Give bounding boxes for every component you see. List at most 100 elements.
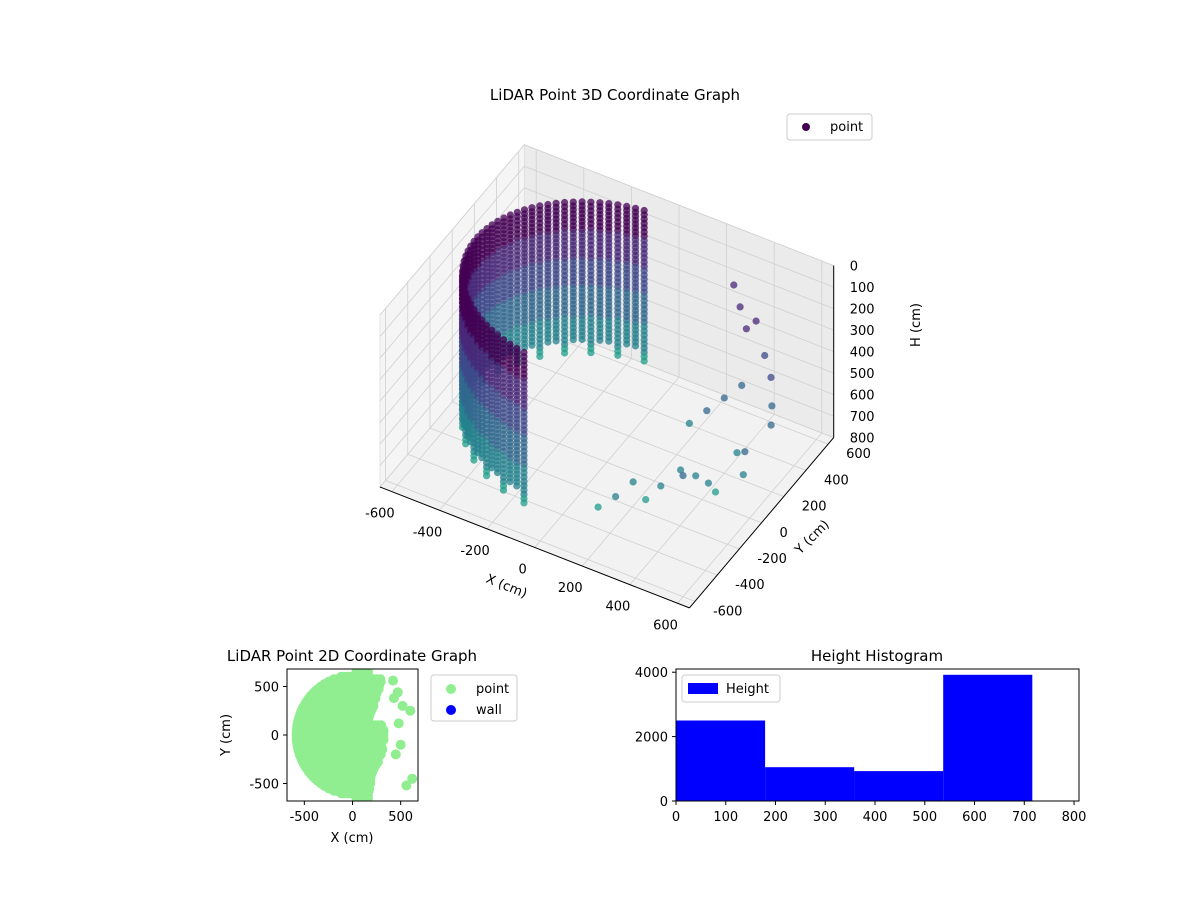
chart3d-point [483,472,491,480]
chart3d-point [594,503,602,511]
lidar-2d-chart: LiDAR Point 2D Coordinate Graph -500 0 500… [219,647,518,846]
chart3d-point [631,342,640,350]
chart2d-ytick-label: 500 [254,680,279,695]
chart3d-ztick-label: 800 [850,432,875,447]
chart2d-xlabel: X (cm) [331,831,374,846]
histogram-xtick-label: 300 [813,810,838,825]
chart3d-gridline [524,165,834,288]
histogram-xtick-label: 700 [1012,810,1037,825]
chart3d-point [741,448,749,456]
chart2d-point [388,675,398,686]
lidar-3d-chart: LiDAR Point 3D Coordinate Graph -600 -400… [365,86,924,633]
chart3d-legend-label: point [830,120,863,135]
chart3d-gridline [629,414,775,585]
chart3d-gridline [677,432,823,604]
chart3d-point [742,325,751,333]
chart3d-legend-box [786,113,873,141]
histogram-ytick-label: 0 [660,795,668,810]
chart2d-point [405,705,416,716]
chart3d-y-axis [689,437,835,609]
chart3d-point [493,469,502,477]
chart3d-point [623,340,631,348]
chart3d-point [768,402,776,410]
chart3d-xtick-label: 0 [519,562,527,577]
chart2d-point [407,773,418,784]
chart3d-gridline [496,349,807,471]
chart3d-xtick-label: 200 [558,581,583,596]
chart2d-ticks: -500 0 500 -500 0 500 [249,680,413,825]
chart2d-legend: point wall [430,674,518,722]
chart2d-point [395,739,406,750]
chart3d-point [520,499,528,507]
chart3d-point [544,338,552,346]
chart3d-point [692,472,700,480]
chart3d-point [736,303,744,311]
chart3d-point [767,373,775,381]
chart3d-ztick-label: 300 [850,324,875,339]
chart3d-point [499,486,508,494]
histogram-bar [854,771,944,801]
chart3d-ztick-label: 700 [850,410,875,425]
chart3d-point [642,496,650,504]
histogram-ytick-label: 4000 [635,666,668,681]
histogram-legend-label: Height [726,682,769,697]
chart2d-ylabel: Y (cm) [219,714,234,757]
histogram-bars [676,674,1033,801]
chart3d-point [752,317,760,325]
chart3d-ztick-label: 200 [850,303,875,318]
chart3d-legend-marker [802,123,810,131]
chart2d-point [397,700,408,711]
chart3d-point [685,419,694,427]
chart2d-point [390,749,401,760]
chart3d-legend: point [786,113,873,141]
chart3d-ytick-label: 200 [802,500,827,515]
chart3d-point [596,336,604,344]
histogram-xtick-label: 100 [713,810,738,825]
histogram-legend-box [681,674,781,703]
chart3d-xtick-label: -600 [365,507,395,522]
chart3d-point [679,472,687,480]
chart2d-point [393,718,404,729]
chart3d-point [629,478,637,486]
chart2d-legend-wall-marker [446,705,456,715]
histogram-legend: Height [681,674,781,703]
chart3d-ztick-label: 600 [850,389,875,404]
chart2d-point [362,669,373,677]
chart2d-point [388,693,399,704]
chart3d-ytick-label: 400 [824,473,849,488]
chart3d-points [458,198,776,511]
chart2d-title: LiDAR Point 2D Coordinate Graph [227,647,477,665]
chart3d-point [767,421,775,429]
chart3d-zlabel: H (cm) [909,303,924,347]
chart2d-ytick-label: 0 [271,729,279,744]
histogram-xtick-label: 800 [1062,810,1087,825]
histogram-bar [943,674,1033,801]
chart3d-point [738,381,746,389]
chart3d-point [657,482,665,490]
chart2d-ytick-label: -500 [249,778,279,793]
chart3d-point [703,407,711,415]
chart3d-ytick-label: 0 [780,526,788,541]
chart3d-point [733,449,741,457]
chart3d-ytick-label: -600 [713,604,743,619]
chart3d-xtick-label: 400 [605,600,630,615]
chart3d-point [536,352,544,360]
chart2d-xtick-label: -500 [290,810,320,825]
chart3d-ticks: -600 -400 -200 0 200 400 600 -600 -400 -200 0 200 40… [365,260,874,634]
chart3d-ylabel: Y (cm) [792,517,833,558]
chart3d-point [528,341,536,349]
chart2d-legend-point-marker [446,684,456,694]
chart3d-title: LiDAR Point 3D Coordinate Graph [490,86,740,104]
chart2d-point [375,674,386,685]
histogram-frame [675,668,1080,802]
histogram-title: Height Histogram [811,647,943,665]
chart3d-point [612,493,620,501]
chart3d-point [506,478,514,486]
chart3d-point [470,456,478,464]
chart3d-point [569,336,577,344]
chart3d-gridline [518,322,829,445]
chart3d-ztick-label: 400 [850,346,875,361]
chart2d-legend-point-label: point [476,682,509,697]
chart3d-gridline [379,187,525,359]
